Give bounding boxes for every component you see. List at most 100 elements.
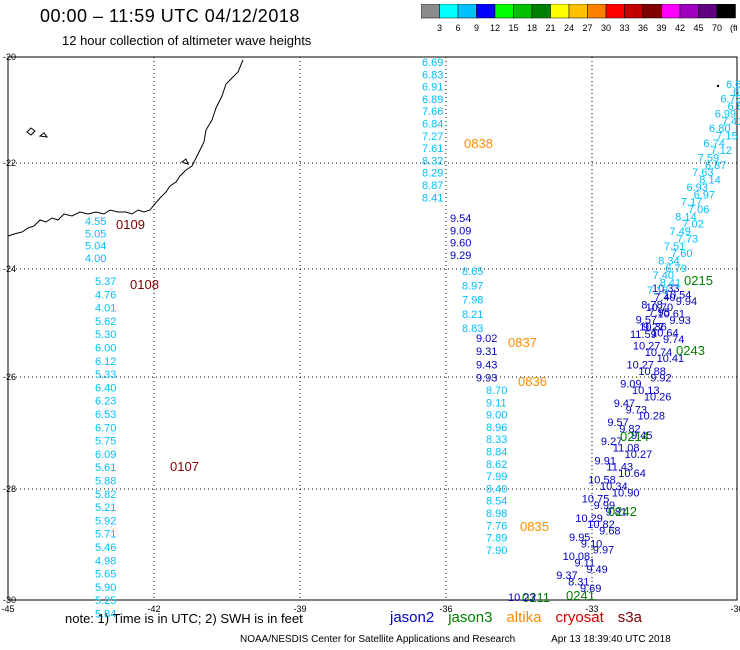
swh-value: 7.63 — [692, 167, 713, 179]
pass-time-labels: 0109 0108 0107 0838 0837 0836 0215 0243 0214 0242… — [116, 136, 713, 605]
swh-value: 9.09 — [620, 379, 641, 391]
swh-value: 5.75 — [95, 436, 116, 448]
swh-value: 10.26 — [644, 392, 672, 404]
swh-value: 7.76 — [486, 520, 507, 532]
swh-value: 10.54 — [664, 289, 692, 301]
swh-value: 6.87 — [705, 160, 726, 172]
colorbar-label: 33 — [619, 23, 629, 33]
swh-value: 9.45 — [631, 430, 652, 442]
swh-value: 7.95 — [648, 307, 669, 319]
legend-altika: altika — [506, 609, 542, 626]
swh-value: 6.74 — [703, 138, 724, 150]
swh-value: 10.13 — [632, 385, 660, 397]
swh-value: 8.54 — [486, 496, 507, 508]
footer-timestamp: Apr 13 18:39:40 UTC 2018 — [551, 634, 671, 645]
swh-value: 7.12 — [711, 145, 732, 157]
swh-value: 7.98 — [462, 295, 483, 307]
swh-value: 9.29 — [450, 250, 471, 262]
swh-value: 9.95 — [569, 532, 590, 544]
swh-value: 10.82 — [587, 519, 615, 531]
swh-value: 10.58 — [588, 474, 616, 486]
lon-tick-label: -45 — [1, 604, 14, 614]
swh-value: 5.05 — [85, 228, 106, 240]
lat-tick-label: -30 — [3, 595, 16, 605]
swh-value: 6.79 — [665, 263, 686, 275]
swh-value: 5.88 — [95, 476, 116, 488]
swh-value: 9.81 — [606, 506, 627, 518]
swh-value: 9.31 — [476, 346, 497, 358]
colorbar-label: 3 — [437, 23, 442, 33]
map-grid — [7, 56, 738, 601]
swh-value: 6.94 — [733, 86, 740, 98]
pass-time-label: 0241 — [566, 588, 595, 603]
swh-value: 7.15 — [716, 130, 737, 142]
swh-value: 7.17 — [681, 197, 702, 209]
pass-time-label: 0211 — [522, 590, 550, 605]
swh-value: 7.51 — [664, 241, 685, 253]
swh-value: 10.70 — [646, 302, 674, 314]
swh-value: 8.31 — [568, 577, 589, 589]
map-title: 00:00 – 11:59 UTC 04/12/2018 — [40, 6, 300, 26]
swh-value: 8.78 — [641, 300, 662, 312]
swh-value: 9.99 — [594, 500, 615, 512]
swh-value: 10.36 — [639, 321, 667, 333]
lat-tick-label: -24 — [3, 264, 16, 274]
lat-tick-label: -20 — [3, 52, 16, 62]
swh-value: 8.40 — [486, 483, 507, 495]
pass-time-label: 10.23 — [508, 592, 536, 604]
units-note: note: 1) Time is in UTC; 2) SWH is in fe… — [65, 611, 303, 626]
swh-observations: 6.696.836.916.897.666.847.277.618.328.29… — [85, 57, 740, 621]
lat-tick-label: -26 — [3, 372, 16, 382]
swh-value: 8.21 — [462, 309, 483, 321]
pass-time-label: 0214 — [620, 429, 649, 444]
swh-value: 5.61 — [95, 462, 116, 474]
swh-value: 8.29 — [422, 168, 443, 180]
lon-tick-label: -36 — [439, 604, 452, 614]
swh-value: 10.28 — [637, 411, 665, 423]
swh-value: 7.66 — [422, 106, 443, 118]
colorbar-label: 9 — [474, 23, 479, 33]
swh-value: 11.59 — [630, 329, 657, 341]
colorbar-label: 12 — [490, 23, 500, 33]
swh-value: 7.73 — [677, 233, 698, 245]
footer: NOAA/NESDIS Center for Satellite Applica… — [240, 634, 707, 645]
legend-jason2: jason2 — [390, 609, 435, 626]
swh-value: 7.90 — [486, 545, 507, 557]
swh-value: 6.40 — [95, 382, 116, 394]
swh-value: 6.12 — [95, 356, 116, 368]
swh-value: 9.37 — [556, 570, 577, 582]
swh-value: 7.99 — [486, 471, 507, 483]
swh-value: 7.27 — [422, 131, 443, 143]
swh-value: 4.55 — [85, 216, 106, 228]
swh-value: 9.00 — [486, 410, 507, 422]
colorbar-swatch — [716, 4, 736, 19]
swh-value: 9.02 — [476, 333, 497, 345]
swh-value: 5.90 — [95, 582, 116, 594]
swh-value: 9.27 — [643, 322, 664, 334]
swh-value: 6.89 — [422, 94, 443, 106]
swh-value: 9.92 — [650, 372, 671, 384]
swh-value: 5.82 — [95, 489, 116, 501]
swh-value: 7.59 — [698, 153, 719, 165]
swh-value: 10.74 — [645, 347, 673, 359]
legend-jason3: jason3 — [448, 609, 493, 626]
pass-time-label: 0838 — [464, 136, 493, 151]
swh-value: 5.33 — [95, 369, 116, 381]
swh-value: 5.04 — [85, 241, 106, 253]
swh-value: 7.89 — [486, 533, 507, 545]
swh-value: 7.40 — [653, 270, 674, 282]
swh-value: 6.09 — [95, 449, 116, 461]
swh-value: 7.18 — [647, 285, 668, 297]
pass-time-label: 0215 — [684, 273, 713, 288]
swh-value: 9.68 — [599, 526, 620, 538]
swh-value: 8.41 — [660, 278, 681, 290]
swh-value: 8.41 — [422, 192, 443, 204]
map-subtitle: 12 hour collection of altimeter wave hei… — [62, 33, 312, 48]
legend-cryosat: cryosat — [555, 609, 604, 626]
swh-value: 9.11 — [575, 557, 596, 569]
swh-value: 10.33 — [652, 283, 680, 295]
swh-value: 10.88 — [638, 366, 666, 378]
pass-time-label: 0108 — [130, 277, 159, 292]
